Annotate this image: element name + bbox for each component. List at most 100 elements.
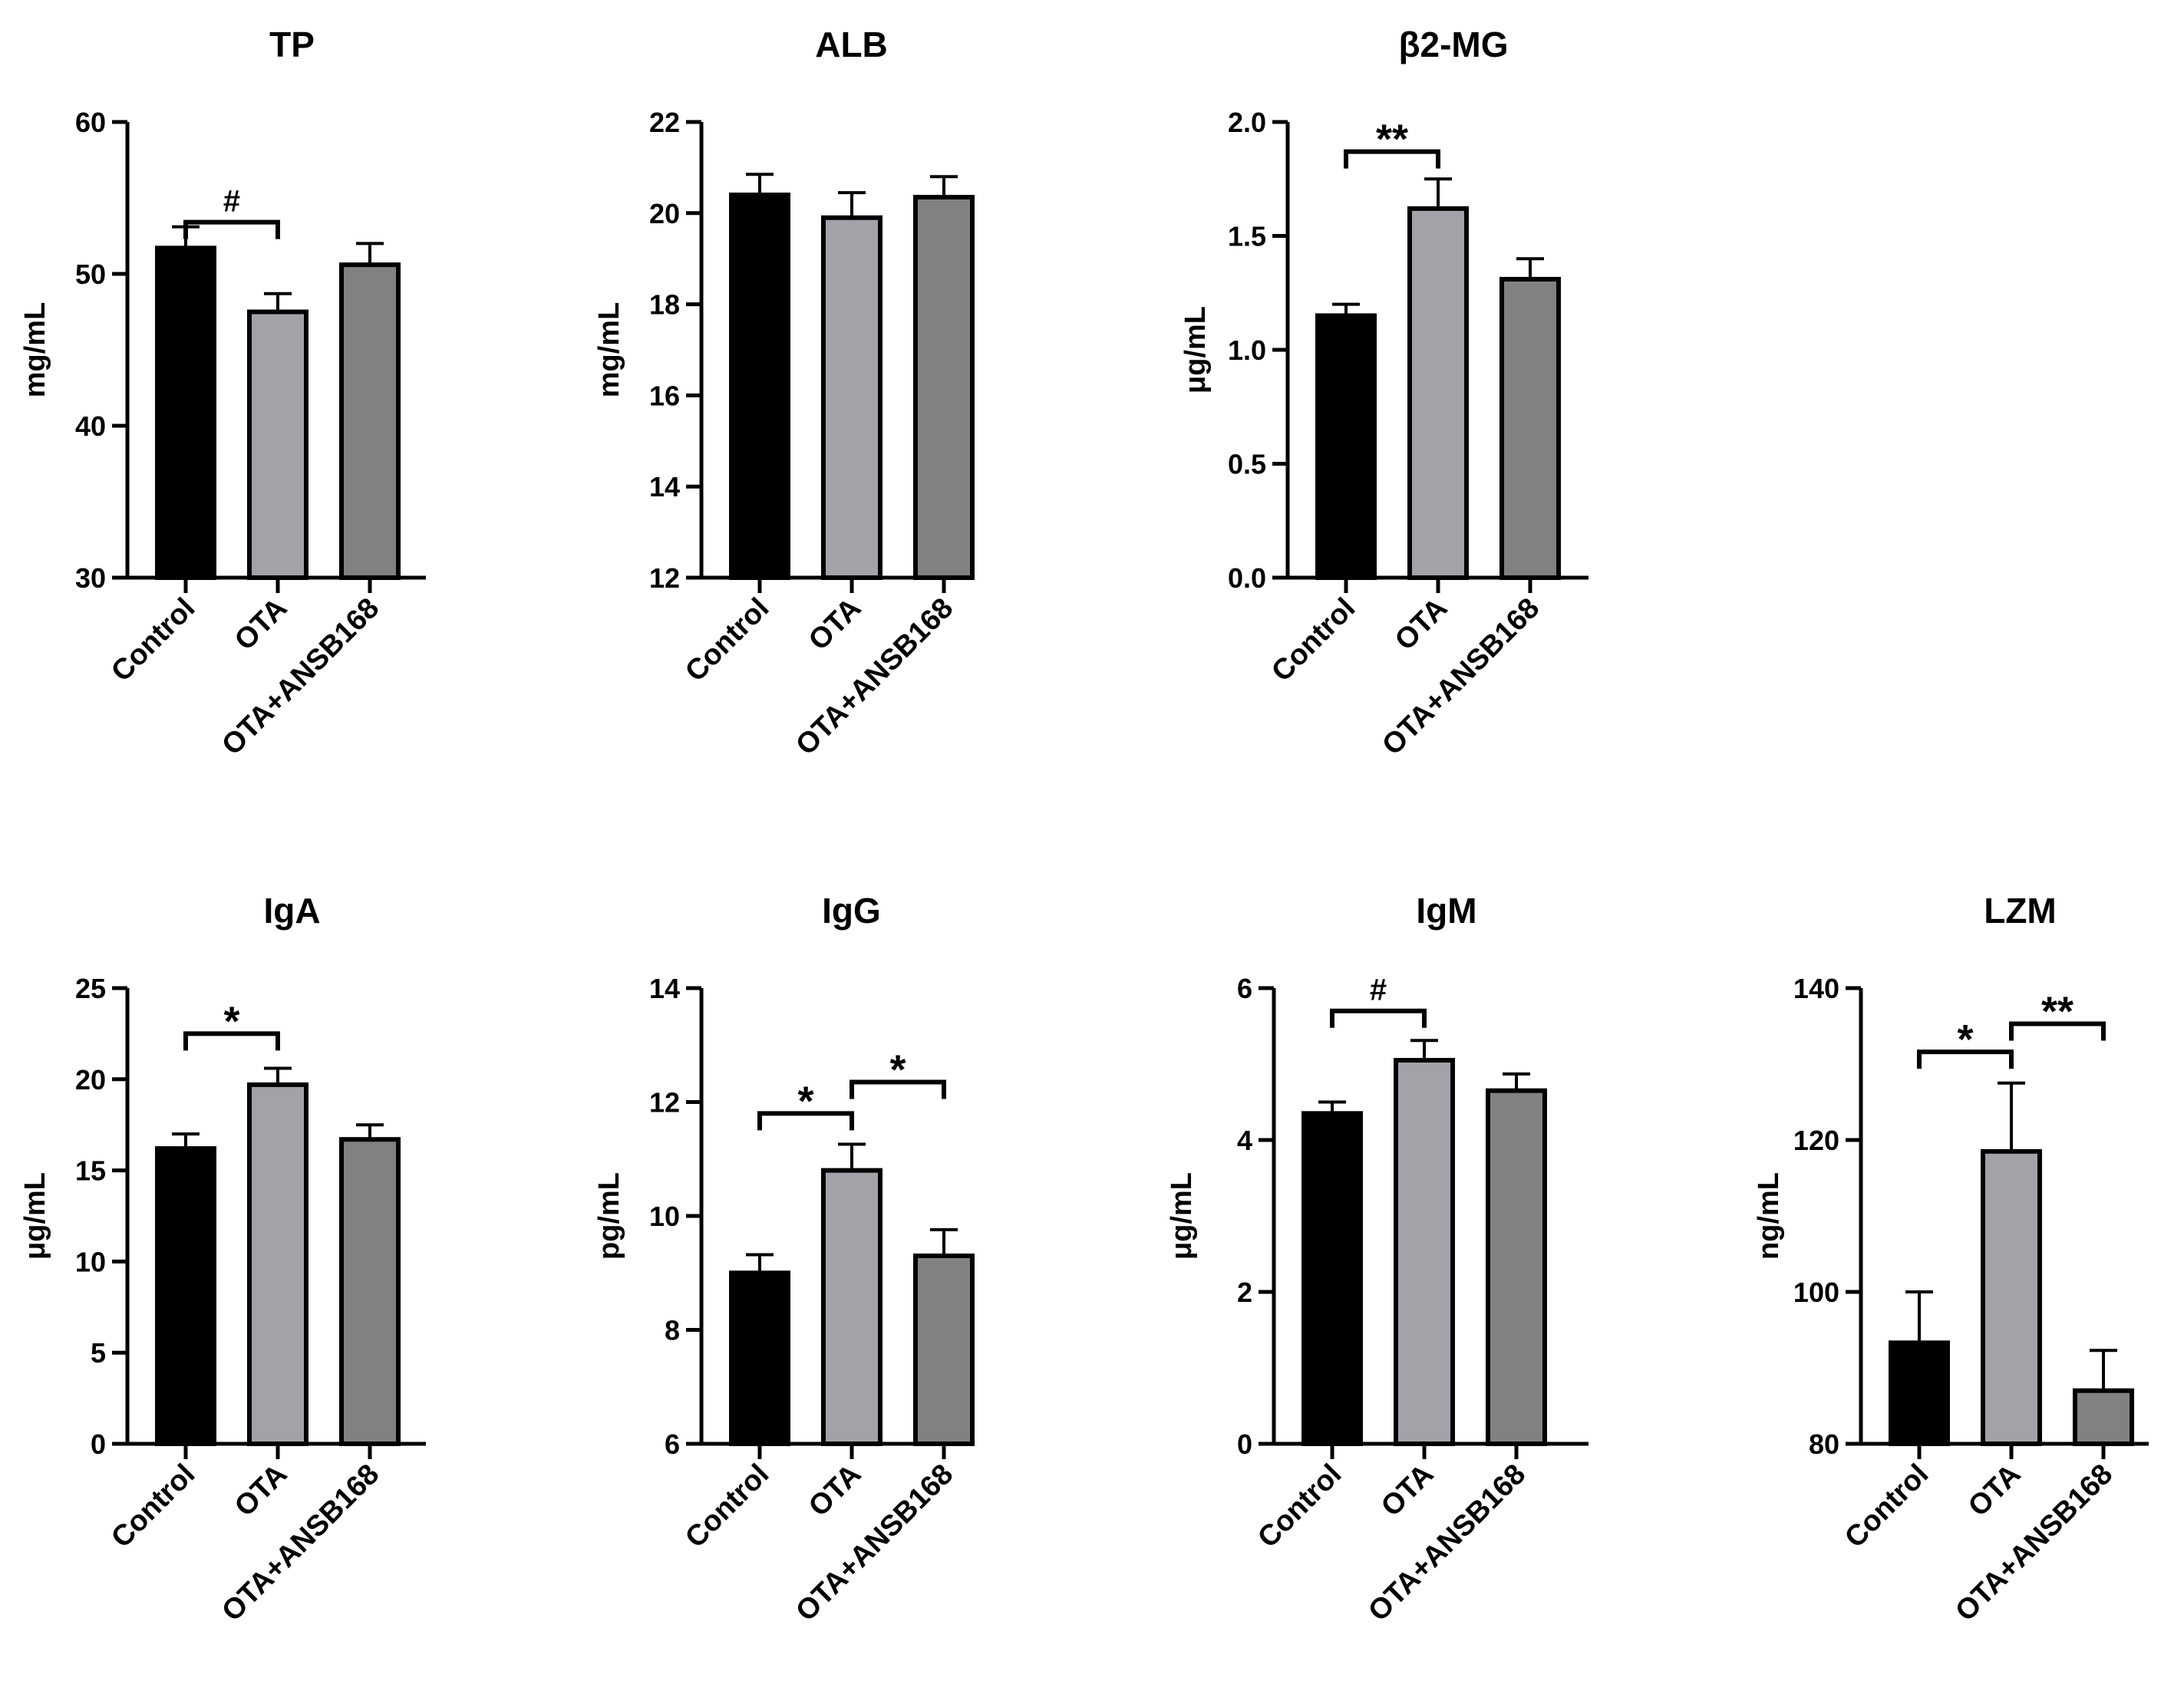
x-tick-label: OTA+ANSB168: [216, 592, 385, 762]
bar-control: [155, 1146, 216, 1446]
y-tick-label: 16: [649, 380, 680, 411]
chart-title: IgM: [1416, 891, 1476, 931]
y-tick-label: 5: [91, 1337, 106, 1369]
significance-label: *: [1957, 1016, 1973, 1063]
y-tick-label: 25: [75, 973, 106, 1004]
chart-title: IgA: [263, 891, 320, 931]
significance-label: *: [889, 1047, 906, 1093]
bar-ota: [1394, 1058, 1455, 1447]
bar-control: [729, 1270, 790, 1446]
y-tick-label: 50: [75, 259, 106, 290]
y-tick-label: 0: [91, 1428, 106, 1460]
x-tick-label: OTA+ANSB168: [790, 1458, 959, 1628]
bar-control: [1889, 1340, 1950, 1446]
y-tick-label: 100: [1793, 1277, 1839, 1308]
bar-ota: [247, 1082, 308, 1446]
bar-ota-ansb168: [339, 262, 401, 580]
bar-control: [1315, 313, 1377, 580]
x-tick-label: OTA+ANSB168: [1949, 1458, 2119, 1628]
y-tick-label: 40: [75, 410, 106, 442]
significance-label: **: [2041, 989, 2073, 1035]
y-tick-label: 10: [649, 1201, 680, 1232]
y-tick-label: 120: [1793, 1125, 1839, 1156]
bar-ota-ansb168: [1499, 276, 1561, 580]
significance-bracket: [1344, 149, 1440, 169]
y-axis-label: μg/mL: [1166, 1172, 1198, 1260]
significance-label: #: [1370, 974, 1387, 1007]
bar-ota: [821, 1168, 883, 1446]
x-tick-label: Control: [105, 592, 201, 688]
y-tick-label: 6: [1237, 973, 1252, 1004]
chart-title: β2-MG: [1398, 25, 1508, 64]
significance-bracket: [850, 1079, 946, 1099]
y-tick-label: 6: [665, 1428, 680, 1460]
bar-ota-ansb168: [2073, 1388, 2134, 1446]
x-tick-label: OTA: [803, 1458, 867, 1523]
y-tick-label: 20: [75, 1064, 106, 1096]
y-axis-label: mg/mL: [593, 302, 625, 398]
y-axis-label: μg/mL: [1179, 306, 1212, 394]
x-tick-label: Control: [105, 1458, 201, 1554]
y-tick-label: 8: [665, 1315, 680, 1346]
y-axis-label: pg/mL: [593, 1172, 625, 1260]
significance-bracket: [183, 219, 280, 239]
y-tick-label: 60: [75, 107, 106, 138]
bar-control: [155, 245, 216, 580]
y-tick-label: 20: [649, 198, 680, 229]
y-tick-label: 12: [649, 562, 680, 594]
y-tick-label: 1.5: [1228, 221, 1266, 252]
x-tick-label: OTA: [1375, 1458, 1440, 1523]
y-tick-label: 10: [75, 1246, 106, 1277]
bar-ota-ansb168: [1486, 1088, 1547, 1447]
significance-label: *: [223, 998, 239, 1044]
x-tick-label: Control: [1839, 1458, 1935, 1554]
chart-title: ALB: [815, 25, 888, 64]
y-tick-label: 12: [649, 1087, 680, 1119]
bar-ota: [247, 309, 308, 580]
y-tick-label: 22: [649, 107, 680, 138]
x-tick-label: OTA+ANSB168: [1362, 1458, 1532, 1628]
x-tick-label: OTA: [229, 1458, 293, 1523]
chart-panel--2-mg: β2-MG μg/mL 0.0 0.5 1.0 1.5 2.0 Control OTAOTA+A…: [1179, 25, 1589, 762]
x-tick-label: OTA: [1962, 1458, 2027, 1523]
significance-label: **: [1376, 117, 1408, 163]
chart-panel-alb: ALB mg/mL 12 14 16 18 20 22 Control OTAOTA+ANSB16…: [593, 25, 975, 762]
y-axis-label: ng/mL: [1753, 1172, 1785, 1260]
y-tick-label: 4: [1237, 1125, 1252, 1156]
significance-bracket: [2009, 1021, 2106, 1041]
x-tick-label: Control: [679, 592, 775, 688]
x-tick-label: OTA: [803, 592, 867, 657]
bar-ota: [821, 215, 883, 580]
significance-bracket: [1330, 1008, 1427, 1028]
y-tick-label: 15: [75, 1155, 106, 1187]
y-axis-label: μg/mL: [19, 1172, 51, 1260]
x-tick-label: OTA+ANSB168: [790, 592, 959, 762]
x-tick-label: OTA+ANSB168: [216, 1458, 385, 1628]
significance-bracket: [1917, 1049, 2014, 1069]
x-tick-label: Control: [1265, 592, 1361, 688]
significance-label: #: [223, 185, 240, 219]
significance-bracket: [183, 1031, 280, 1051]
chart-title: TP: [269, 25, 315, 64]
x-tick-label: OTA: [229, 592, 293, 657]
y-tick-label: 14: [649, 471, 680, 502]
x-tick-label: OTA+ANSB168: [1376, 592, 1546, 762]
x-tick-label: OTA: [1389, 592, 1453, 657]
x-tick-label: Control: [1252, 1458, 1348, 1554]
y-axis-label: mg/mL: [19, 302, 51, 398]
bar-ota-ansb168: [913, 1253, 975, 1446]
y-tick-label: 30: [75, 562, 106, 594]
y-tick-label: 80: [1809, 1428, 1839, 1460]
chart-title: LZM: [1984, 891, 2057, 931]
significance-bracket: [757, 1111, 854, 1131]
y-tick-label: 14: [649, 973, 680, 1004]
y-tick-label: 1.0: [1228, 334, 1266, 366]
bar-ota: [1407, 206, 1469, 580]
bar-ota: [1981, 1148, 2042, 1446]
y-tick-label: 2.0: [1228, 107, 1266, 138]
